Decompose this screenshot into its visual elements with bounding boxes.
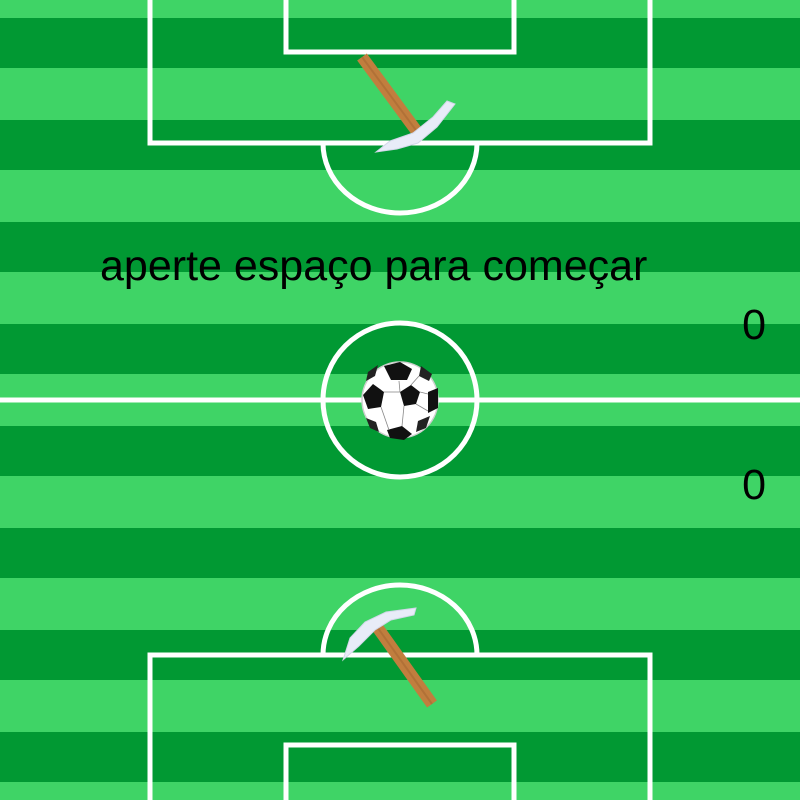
- center-circle: [320, 320, 480, 480]
- start-prompt-text: aperte espaço para começar: [100, 242, 648, 290]
- top-player-pickaxe-icon[interactable]: [357, 53, 456, 153]
- bottom-penalty-arc: [320, 582, 480, 656]
- top-player-score: 0: [742, 301, 766, 349]
- top-penalty-arc: [320, 142, 480, 216]
- bottom-goal-area: [283, 742, 517, 800]
- bottom-player-pickaxe-icon[interactable]: [341, 607, 437, 708]
- soccer-ball-icon: [361, 361, 439, 440]
- bottom-player-score: 0: [742, 461, 766, 509]
- top-goal-area: [283, 0, 517, 55]
